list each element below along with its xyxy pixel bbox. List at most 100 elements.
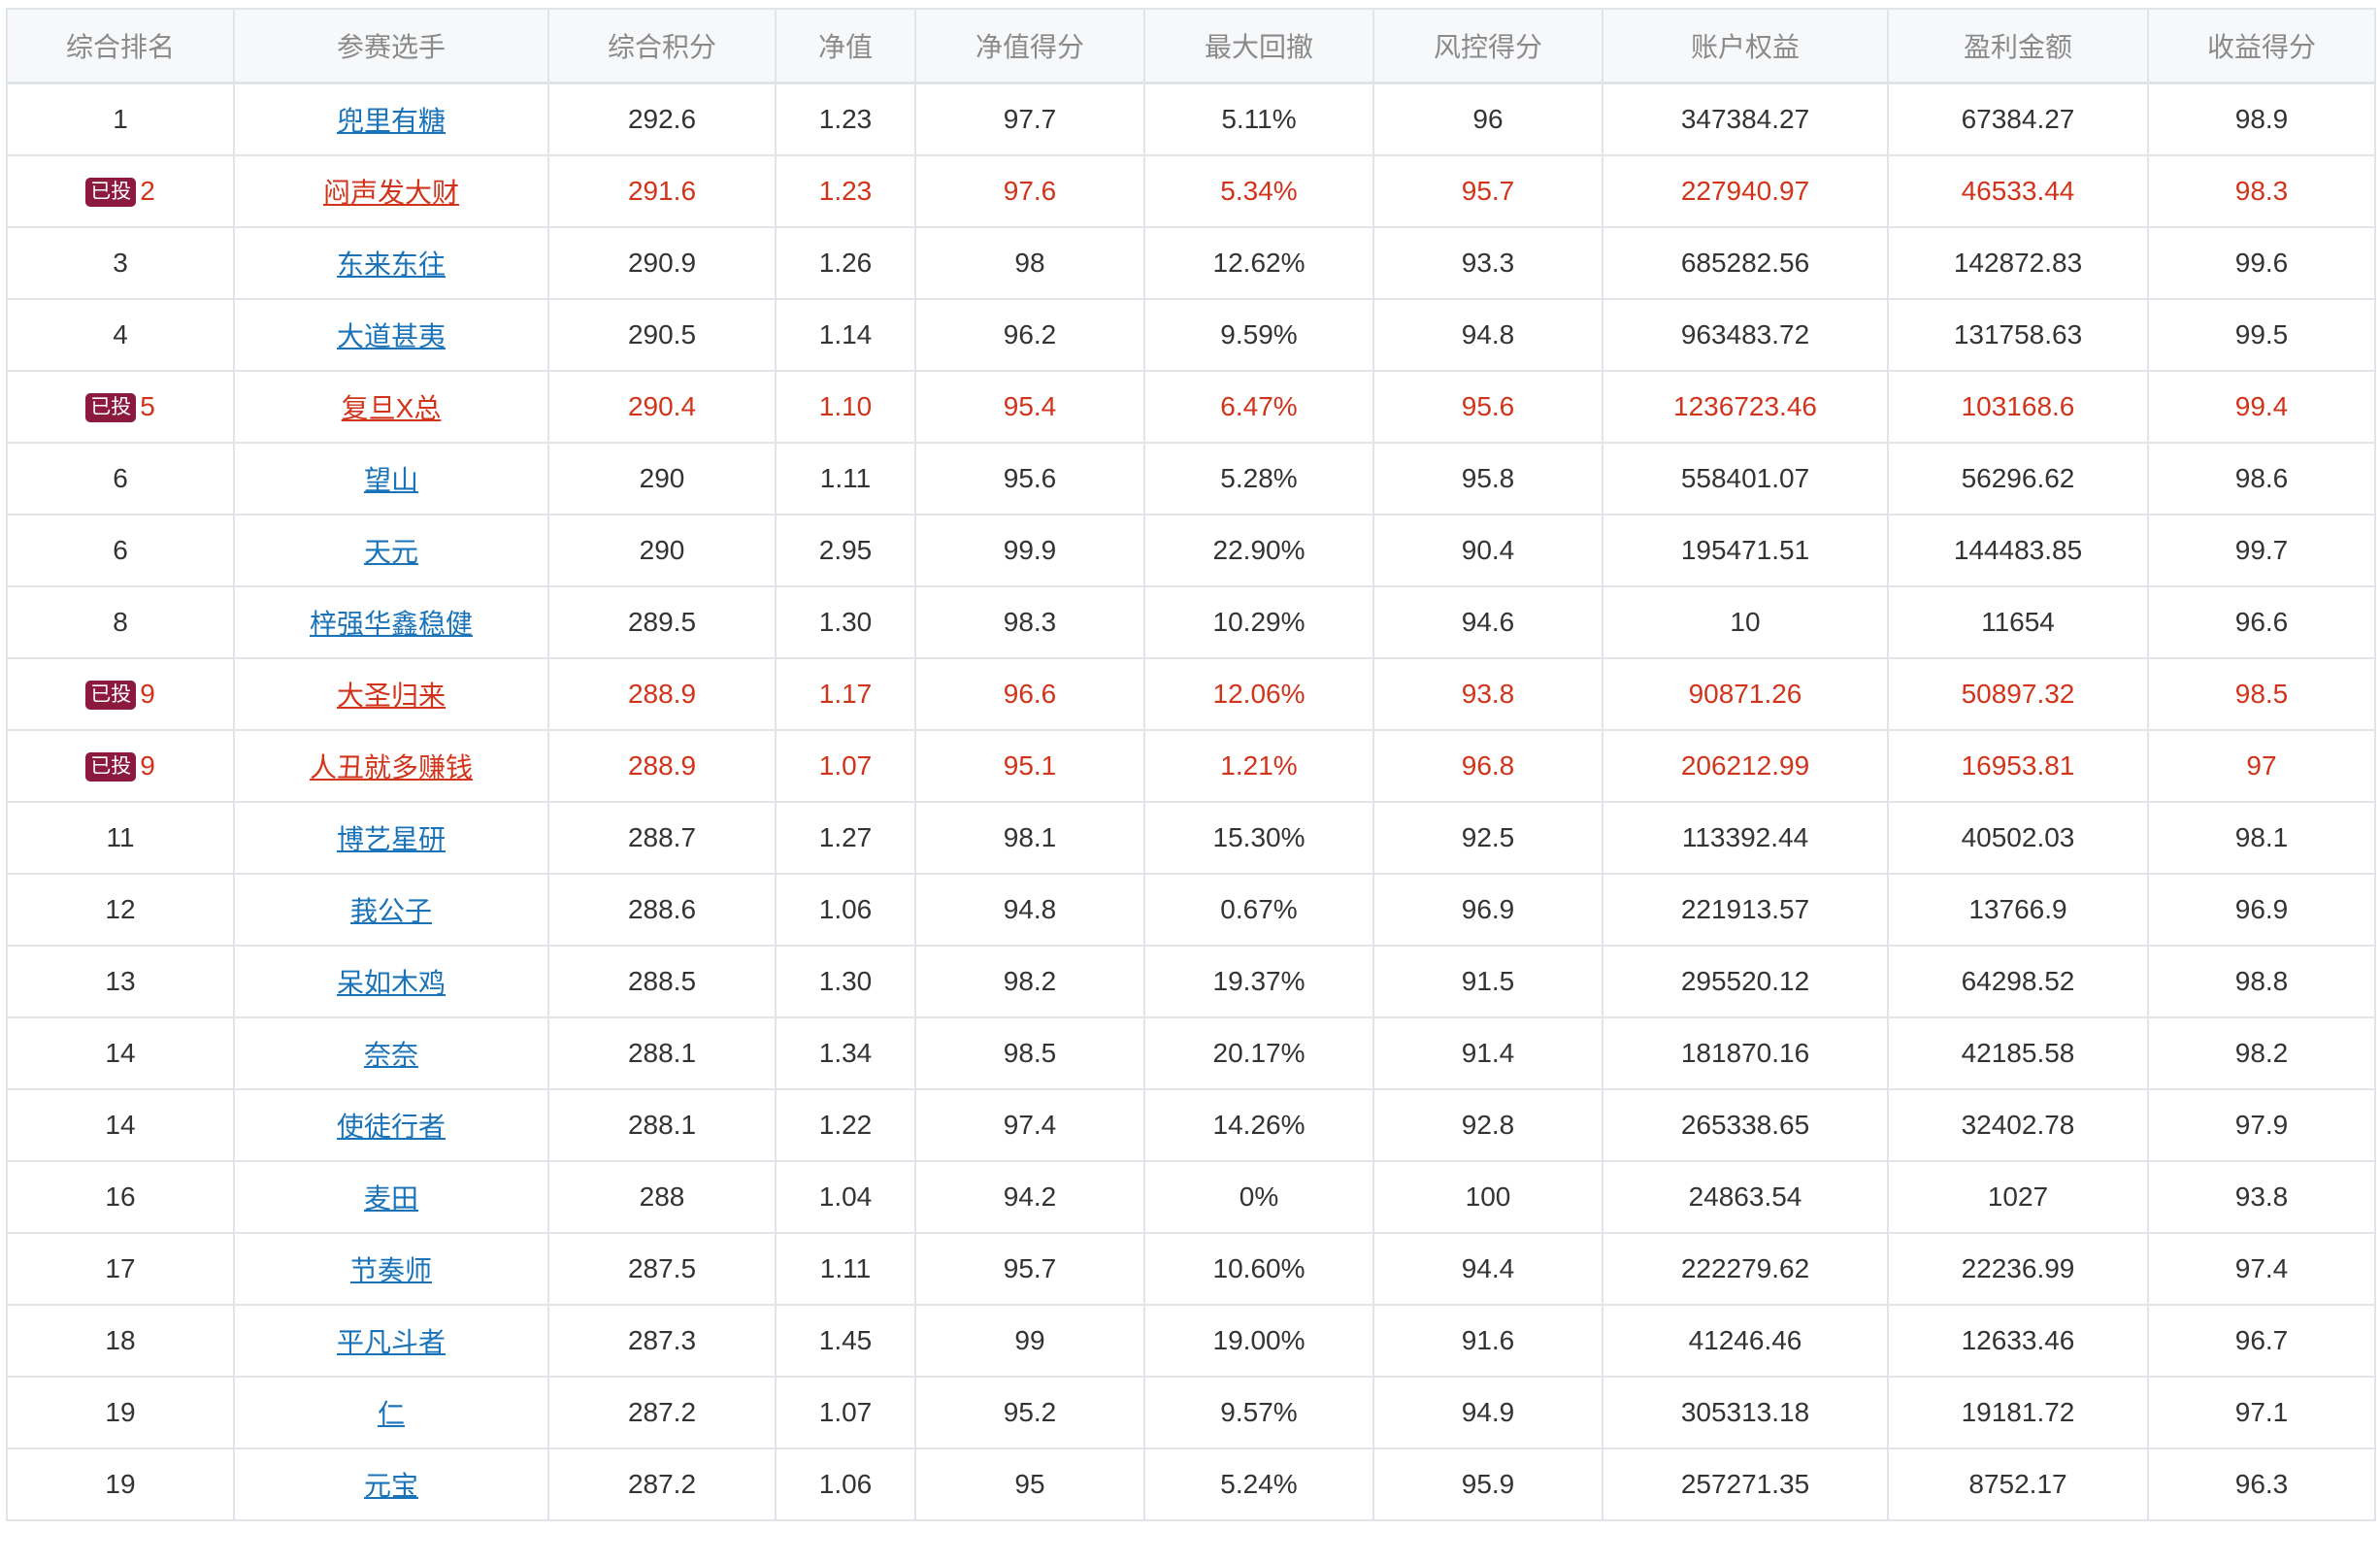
column-header-nav[interactable]: 净值: [775, 8, 916, 84]
player-link[interactable]: 人丑就多赚钱: [309, 752, 473, 782]
player-link[interactable]: 呆如木鸡: [336, 968, 446, 998]
nav-score-cell: 98: [914, 226, 1145, 300]
player-link[interactable]: 天元: [363, 537, 418, 567]
profit-cell: 131758.63: [1887, 298, 2149, 372]
player-link[interactable]: 奈奈: [363, 1040, 418, 1070]
player-link[interactable]: 使徒行者: [336, 1112, 446, 1142]
player-cell: 大圣归来: [233, 657, 549, 731]
profit-cell: 64298.52: [1887, 945, 2149, 1018]
nav-cell: 1.17: [775, 657, 916, 731]
column-header-score[interactable]: 综合积分: [547, 8, 777, 84]
player-link[interactable]: 兜里有糖: [336, 106, 446, 136]
nav-cell: 1.30: [775, 945, 916, 1018]
invested-badge: 已投: [85, 393, 137, 422]
return-score-cell: 99.4: [2147, 370, 2376, 444]
rank-cell: 6: [6, 442, 235, 516]
nav-score-cell: 98.1: [914, 801, 1145, 875]
table-row: 6 天元 290 2.95 99.9 22.90% 90.4 195471.51 144483.…: [6, 514, 2376, 587]
risk-score-cell: 93.3: [1372, 226, 1603, 300]
column-header-equity[interactable]: 账户权益: [1602, 8, 1889, 84]
player-link[interactable]: 望山: [363, 465, 418, 495]
player-link[interactable]: 节奏师: [349, 1255, 432, 1285]
player-link[interactable]: 莪公子: [349, 896, 432, 926]
profit-cell: 22236.99: [1887, 1232, 2149, 1306]
table-row: 12 莪公子 288.6 1.06 94.8 0.67% 96.9 221913.57 1376…: [6, 873, 2376, 947]
max-drawdown-cell: 5.24%: [1143, 1448, 1374, 1521]
header-row: 综合排名 参赛选手 综合积分 净值 净值得分 最大回撤 风控得分 账户权益 盈利…: [6, 8, 2376, 84]
player-link[interactable]: 东来东往: [336, 250, 446, 280]
player-link[interactable]: 平凡斗者: [336, 1327, 446, 1357]
score-cell: 288.1: [547, 1016, 777, 1090]
risk-score-cell: 95.7: [1372, 154, 1603, 228]
max-drawdown-cell: 14.26%: [1143, 1088, 1374, 1162]
column-header-player[interactable]: 参赛选手: [233, 8, 549, 84]
equity-cell: 295520.12: [1602, 945, 1889, 1018]
return-score-cell: 99.5: [2147, 298, 2376, 372]
max-drawdown-cell: 10.60%: [1143, 1232, 1374, 1306]
player-link[interactable]: 大圣归来: [336, 681, 446, 711]
profit-cell: 40502.03: [1887, 801, 2149, 875]
column-header-max-drawdown[interactable]: 最大回撤: [1143, 8, 1374, 84]
player-link[interactable]: 博艺星研: [336, 824, 446, 854]
risk-score-cell: 92.5: [1372, 801, 1603, 875]
profit-cell: 46533.44: [1887, 154, 2149, 228]
equity-cell: 347384.27: [1602, 82, 1889, 156]
player-link[interactable]: 仁: [377, 1399, 405, 1429]
max-drawdown-cell: 5.28%: [1143, 442, 1374, 516]
rank-value: 14: [105, 1038, 136, 1068]
column-header-risk-score[interactable]: 风控得分: [1372, 8, 1603, 84]
nav-score-cell: 95.4: [914, 370, 1145, 444]
nav-score-cell: 96.2: [914, 298, 1145, 372]
score-cell: 290.4: [547, 370, 777, 444]
player-link[interactable]: 闷声发大财: [322, 178, 459, 208]
table-row: 已投 9 人丑就多赚钱 288.9 1.07 95.1 1.21% 96.8 206212.99…: [6, 729, 2376, 803]
nav-cell: 1.26: [775, 226, 916, 300]
rank-value: 16: [105, 1181, 136, 1212]
return-score-cell: 99.6: [2147, 226, 2376, 300]
profit-cell: 67384.27: [1887, 82, 2149, 156]
profit-cell: 16953.81: [1887, 729, 2149, 803]
equity-cell: 963483.72: [1602, 298, 1889, 372]
player-link[interactable]: 复旦X总: [341, 393, 442, 423]
equity-cell: 181870.16: [1602, 1016, 1889, 1090]
max-drawdown-cell: 22.90%: [1143, 514, 1374, 587]
risk-score-cell: 95.6: [1372, 370, 1603, 444]
nav-score-cell: 98.3: [914, 585, 1145, 659]
player-link[interactable]: 元宝: [363, 1471, 418, 1501]
rank-value: 17: [105, 1253, 136, 1283]
max-drawdown-cell: 5.11%: [1143, 82, 1374, 156]
nav-score-cell: 94.2: [914, 1160, 1145, 1234]
nav-cell: 1.34: [775, 1016, 916, 1090]
score-cell: 290: [547, 514, 777, 587]
rank-cell: 13: [6, 945, 235, 1018]
player-cell: 梓强华鑫稳健: [233, 585, 549, 659]
table-row: 19 元宝 287.2 1.06 95 5.24% 95.9 257271.35 8752.17…: [6, 1448, 2376, 1521]
score-cell: 288: [547, 1160, 777, 1234]
rank-cell: 已投 2: [6, 154, 235, 228]
score-cell: 288.1: [547, 1088, 777, 1162]
risk-score-cell: 95.8: [1372, 442, 1603, 516]
equity-cell: 206212.99: [1602, 729, 1889, 803]
player-link[interactable]: 梓强华鑫稳健: [309, 609, 473, 639]
equity-cell: 305313.18: [1602, 1376, 1889, 1449]
column-header-return-score[interactable]: 收益得分: [2147, 8, 2376, 84]
nav-cell: 1.23: [775, 154, 916, 228]
equity-cell: 90871.26: [1602, 657, 1889, 731]
player-link[interactable]: 麦田: [363, 1183, 418, 1214]
score-cell: 287.5: [547, 1232, 777, 1306]
nav-cell: 1.10: [775, 370, 916, 444]
player-cell: 莪公子: [233, 873, 549, 947]
risk-score-cell: 93.8: [1372, 657, 1603, 731]
table-row: 11 博艺星研 288.7 1.27 98.1 15.30% 92.5 113392.44 40…: [6, 801, 2376, 875]
nav-score-cell: 95.2: [914, 1376, 1145, 1449]
risk-score-cell: 96.8: [1372, 729, 1603, 803]
column-header-nav-score[interactable]: 净值得分: [914, 8, 1145, 84]
nav-cell: 1.14: [775, 298, 916, 372]
column-header-profit[interactable]: 盈利金额: [1887, 8, 2149, 84]
column-header-rank[interactable]: 综合排名: [6, 8, 235, 84]
rank-cell: 6: [6, 514, 235, 587]
nav-cell: 1.11: [775, 1232, 916, 1306]
max-drawdown-cell: 20.17%: [1143, 1016, 1374, 1090]
player-link[interactable]: 大道甚夷: [336, 321, 446, 351]
max-drawdown-cell: 1.21%: [1143, 729, 1374, 803]
